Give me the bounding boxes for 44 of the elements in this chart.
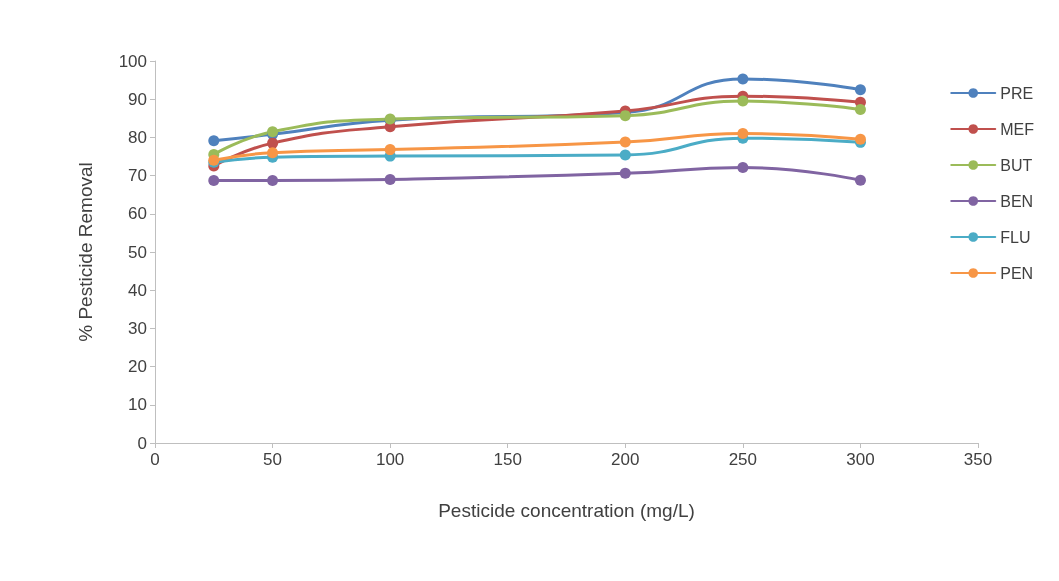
point (619, 167, 631, 179)
point (384, 173, 396, 185)
y-tick-label: 10 (128, 395, 147, 415)
legend-label: PRE (1000, 84, 1034, 102)
y-tick-label: 40 (128, 280, 147, 300)
point (208, 135, 220, 147)
x-tick-label: 200 (611, 450, 640, 469)
legend-label: FLU (1000, 228, 1031, 246)
x-tick-label: 50 (263, 450, 283, 469)
x-tick-label: 250 (728, 450, 758, 469)
y-tick-label: 80 (128, 127, 147, 147)
point (854, 104, 866, 116)
x-tick-label: 100 (375, 450, 405, 469)
legend-label: BUT (1000, 156, 1033, 174)
y-tick-label: 90 (128, 89, 147, 109)
y-tick-label: 50 (128, 242, 147, 262)
y-tick-label: 20 (128, 357, 147, 377)
point (737, 128, 749, 140)
y-tick-label: 0 (137, 433, 147, 453)
legend-label: PEN (1000, 264, 1034, 282)
point (737, 73, 749, 85)
point (619, 136, 631, 148)
y-tick-label: 70 (128, 166, 147, 186)
point (619, 149, 631, 161)
point (267, 175, 279, 187)
x-axis-title: Pesticide concentration (mg/L) (438, 500, 695, 521)
y-tick-label: 30 (128, 318, 147, 338)
point (208, 175, 220, 187)
x-tick-label: 150 (493, 450, 522, 469)
point (737, 162, 749, 174)
point (267, 147, 279, 159)
point (267, 137, 279, 149)
x-tick-label: 300 (846, 450, 875, 469)
legend-label: BEN (1000, 192, 1034, 210)
point (737, 95, 749, 107)
y-axis-title: % Pesticide Removal (75, 162, 96, 342)
legend-label: MEF (1000, 120, 1035, 138)
y-tick-label: 100 (118, 51, 147, 71)
point (384, 144, 396, 156)
x-tick-label: 350 (963, 450, 993, 469)
x-tick-label: 0 (150, 450, 160, 469)
point (854, 84, 866, 96)
y-tick-label: 60 (128, 204, 147, 224)
point (854, 174, 866, 186)
